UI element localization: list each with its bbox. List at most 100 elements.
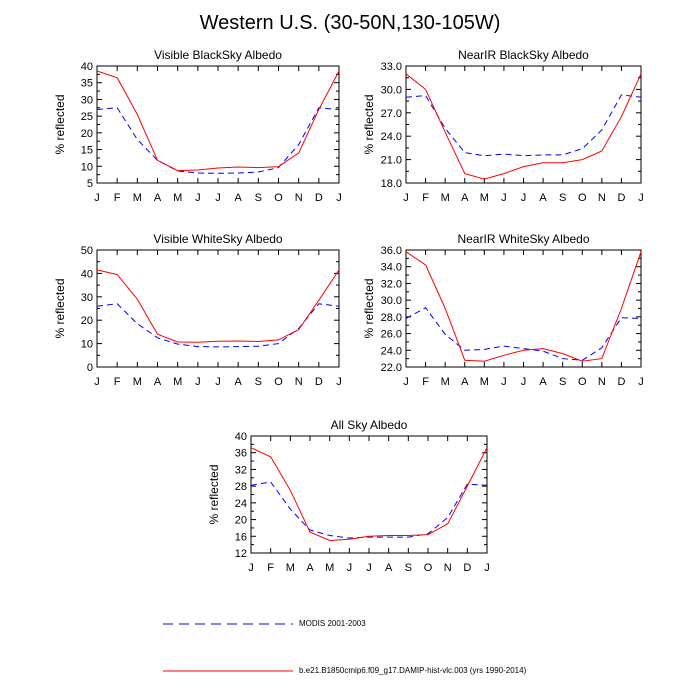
x-tick-label: S: [255, 376, 262, 388]
y-tick-label: 24.0: [381, 131, 402, 143]
x-tick-label: D: [617, 376, 625, 388]
y-axis-label-visible-blacksky-albedo: % reflected: [53, 94, 67, 154]
series-modis-line-nearir-whitesky-albedo: [405, 307, 642, 361]
x-tick-label: J: [521, 376, 527, 388]
y-axis-label-all-sky-albedo: % reflected: [207, 464, 221, 524]
y-tick-label: 22.0: [381, 362, 402, 374]
series-model-line-nearir-blacksky-albedo: [405, 73, 642, 180]
x-tick-label: O: [424, 562, 433, 574]
legend-modis: MODIS 2001-2003: [163, 617, 643, 631]
x-tick-label: N: [295, 192, 303, 204]
x-tick-label: S: [559, 376, 566, 388]
series-modis-line-visible-blacksky-albedo: [96, 107, 340, 174]
x-tick-label: J: [638, 376, 644, 388]
page-title: Western U.S. (30-50N,130-105W): [199, 12, 501, 34]
x-tick-label: M: [173, 192, 182, 204]
panel-visible-blacksky-albedo: Visible BlackSky Albedo 5 10 15 20 25 30 35 40 J F…: [53, 48, 342, 204]
y-tick-label: 30: [81, 292, 93, 304]
x-tick-label: S: [255, 192, 262, 204]
x-tick-label: M: [480, 192, 489, 204]
x-tick-label: N: [598, 192, 606, 204]
y-tick-label: 24.0: [381, 345, 402, 357]
series-modis-line-visible-whitesky-albedo: [96, 303, 340, 348]
y-tick-label: 12: [235, 548, 247, 560]
x-tick-label: J: [403, 376, 409, 388]
x-tick-label: A: [539, 376, 547, 388]
panel-title-nearir-whitesky-albedo: NearIR WhiteSky Albedo: [457, 232, 589, 246]
x-tick-label: S: [405, 562, 412, 574]
x-tick-label: J: [484, 562, 490, 574]
x-tick-label: J: [347, 562, 353, 574]
x-tick-label: J: [366, 562, 372, 574]
y-tick-label: 33.0: [381, 61, 402, 73]
series-modis-line-nearir-blacksky-albedo: [405, 94, 642, 157]
x-tick-label: A: [385, 562, 393, 574]
y-tick-label: 34.0: [381, 262, 402, 274]
y-tick-label: 20: [235, 515, 247, 527]
y-tick-label: 40: [81, 268, 93, 280]
x-tick-label: F: [114, 192, 121, 204]
x-tick-label: A: [154, 192, 162, 204]
y-tick-label: 28.0: [381, 312, 402, 324]
x-tick-label: M: [133, 192, 142, 204]
x-tick-label: M: [173, 376, 182, 388]
y-tick-label: 24: [235, 498, 247, 510]
x-tick-label: D: [617, 192, 625, 204]
x-tick-label: M: [325, 562, 334, 574]
y-tick-label: 36: [235, 448, 247, 460]
y-tick-label: 28: [235, 481, 247, 493]
y-tick-label: 32: [235, 464, 247, 476]
x-tick-label: J: [215, 192, 221, 204]
series-model-line-visible-whitesky-albedo: [96, 269, 340, 343]
x-tick-label: N: [444, 562, 452, 574]
x-tick-label: A: [154, 376, 162, 388]
x-tick-label: J: [638, 192, 644, 204]
y-tick-label: 25: [81, 111, 93, 123]
x-tick-label: M: [286, 562, 295, 574]
x-tick-label: A: [461, 376, 469, 388]
x-tick-label: F: [422, 376, 429, 388]
y-tick-label: 26.0: [381, 329, 402, 341]
x-tick-label: D: [463, 562, 471, 574]
y-tick-label: 36.0: [381, 245, 402, 257]
x-tick-label: J: [336, 376, 342, 388]
y-tick-label: 0: [87, 362, 93, 374]
y-tick-label: 18.0: [381, 178, 402, 190]
y-tick-label: 30: [81, 94, 93, 106]
y-tick-label: 20: [81, 315, 93, 327]
x-tick-label: J: [336, 192, 342, 204]
x-tick-label: O: [274, 192, 283, 204]
y-tick-label: 5: [87, 178, 93, 190]
y-axis-label-nearir-blacksky-albedo: % reflected: [362, 94, 376, 154]
legend-model: b.e21.B1850cmip6.f09_g17.DAMIP-hist-vlc.…: [163, 664, 663, 678]
x-tick-label: J: [94, 376, 100, 388]
x-tick-label: D: [315, 376, 323, 388]
series-model-line-all-sky-albedo: [250, 447, 488, 542]
x-tick-label: F: [114, 376, 121, 388]
x-tick-label: N: [598, 376, 606, 388]
y-tick-label: 40: [81, 61, 93, 73]
series-model-line-nearir-whitesky-albedo: [405, 251, 642, 362]
y-tick-label: 15: [81, 145, 93, 157]
panel-title-visible-whitesky-albedo: Visible WhiteSky Albedo: [153, 232, 283, 246]
x-tick-label: A: [234, 376, 242, 388]
x-tick-label: J: [94, 192, 100, 204]
legend-modis-line: [163, 623, 293, 625]
panel-frame-visible-whitesky-albedo: [96, 249, 340, 368]
panel-title-visible-blacksky-albedo: Visible BlackSky Albedo: [154, 48, 282, 62]
x-tick-label: N: [295, 376, 303, 388]
x-tick-label: J: [521, 192, 527, 204]
x-tick-label: J: [403, 192, 409, 204]
series-modis-line-all-sky-albedo: [250, 481, 488, 539]
y-tick-label: 30.0: [381, 84, 402, 96]
legend-modis-label: MODIS 2001-2003: [299, 619, 366, 628]
x-tick-label: D: [315, 192, 323, 204]
x-tick-label: F: [267, 562, 274, 574]
x-tick-label: S: [559, 192, 566, 204]
y-tick-label: 20: [81, 128, 93, 140]
x-tick-label: A: [539, 192, 547, 204]
x-tick-label: J: [501, 192, 507, 204]
